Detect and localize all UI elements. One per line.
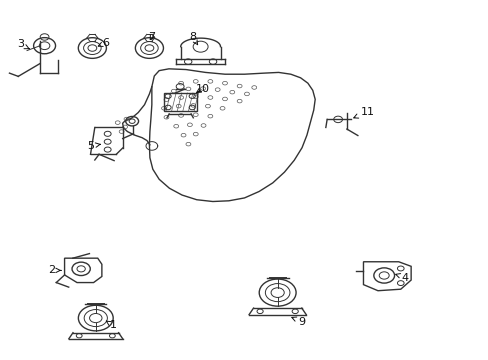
Bar <box>163 93 196 111</box>
Text: 11: 11 <box>353 107 374 118</box>
Text: 3: 3 <box>17 40 29 49</box>
Text: 2: 2 <box>48 265 61 275</box>
Text: 1: 1 <box>106 320 116 330</box>
Text: 5: 5 <box>87 141 100 151</box>
Text: 7: 7 <box>148 32 155 41</box>
Text: 6: 6 <box>98 38 109 48</box>
Text: 9: 9 <box>291 317 305 327</box>
Text: 10: 10 <box>196 84 210 94</box>
Text: 4: 4 <box>395 273 408 283</box>
Text: 8: 8 <box>188 32 197 45</box>
